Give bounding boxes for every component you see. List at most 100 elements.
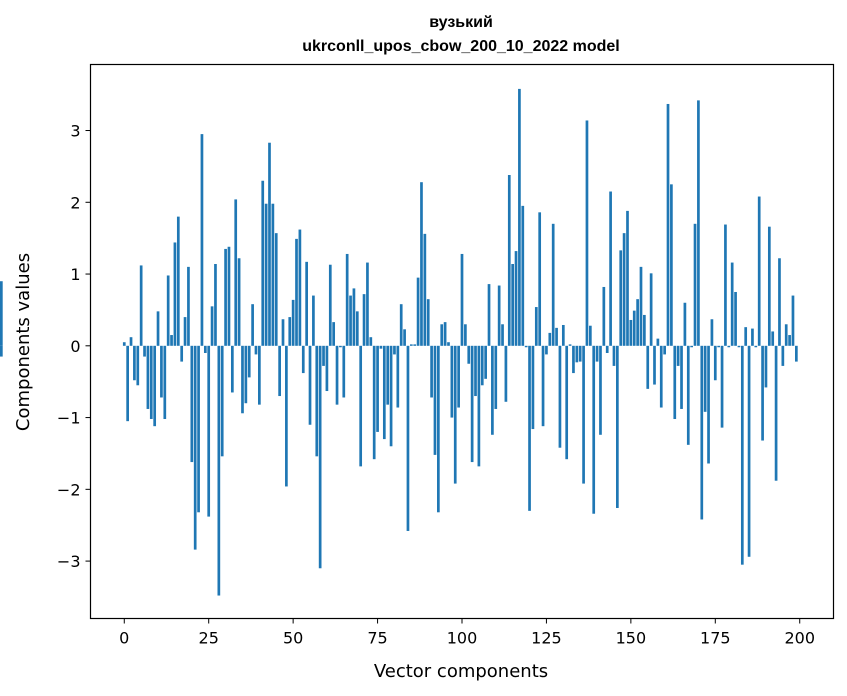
- bar: [352, 288, 356, 346]
- bar: [474, 345, 477, 397]
- bar: [426, 299, 430, 346]
- bar: [784, 324, 788, 346]
- bar: [632, 310, 636, 346]
- bar: [666, 103, 670, 346]
- bar: [312, 295, 315, 346]
- x-axis-ticks: 0 25 50 75 100 125 150 175 200: [119, 618, 815, 648]
- bar: [697, 100, 700, 346]
- bar: [548, 332, 552, 346]
- bar: [707, 345, 710, 464]
- bar: [345, 253, 349, 346]
- bar: [710, 319, 714, 346]
- bar: [595, 345, 599, 362]
- bar: [187, 266, 190, 346]
- bar: [646, 345, 650, 389]
- bar: [420, 182, 423, 346]
- bar: [622, 233, 626, 346]
- bar: [163, 345, 167, 420]
- bar: [609, 191, 612, 346]
- bar: [558, 345, 562, 448]
- bar: [700, 345, 704, 520]
- y-tick-label: 1: [70, 265, 80, 284]
- bar: [247, 345, 251, 378]
- bar: [315, 345, 319, 457]
- bar: [720, 345, 724, 428]
- bar: [379, 345, 383, 349]
- bar: [541, 345, 545, 427]
- bar: [518, 88, 521, 346]
- bar: [180, 345, 184, 362]
- bar: [403, 329, 406, 346]
- bar: [470, 345, 474, 463]
- bar: [504, 345, 508, 402]
- bar: [237, 258, 241, 346]
- bar: [328, 264, 332, 346]
- y-tick-label: 0: [70, 337, 80, 356]
- bar: [0, 281, 3, 346]
- bar: [524, 345, 528, 348]
- bar: [261, 180, 265, 346]
- bar: [450, 345, 454, 418]
- y-tick-label: −2: [57, 480, 81, 499]
- bar: [616, 345, 619, 508]
- bar: [230, 345, 234, 393]
- bar: [369, 337, 373, 346]
- bar: [588, 325, 592, 346]
- bar: [653, 345, 656, 385]
- y-tick-label: 2: [70, 193, 80, 212]
- bar: [511, 264, 515, 346]
- bar: [268, 142, 271, 346]
- bar: [447, 342, 450, 346]
- bar: [744, 327, 748, 346]
- bar: [460, 253, 464, 346]
- bar: [612, 345, 616, 366]
- bar: [203, 345, 207, 353]
- bar: [254, 345, 258, 355]
- bar: [153, 345, 157, 427]
- bar: [565, 345, 569, 460]
- bar: [764, 345, 768, 388]
- bar: [220, 345, 224, 457]
- bar: [433, 345, 437, 455]
- bar: [382, 345, 386, 440]
- bar: [133, 345, 136, 381]
- bar: [639, 266, 643, 346]
- bar: [193, 345, 197, 550]
- bar: [416, 277, 420, 346]
- bar: [241, 345, 244, 414]
- bar: [480, 345, 484, 386]
- bar: [724, 224, 727, 346]
- bar: [788, 335, 791, 346]
- y-tick-label: −1: [57, 409, 81, 428]
- bar: [727, 345, 731, 348]
- bar: [467, 345, 471, 364]
- bar: [210, 306, 214, 346]
- bar: [680, 345, 683, 409]
- bar: [636, 299, 639, 346]
- bar: [217, 345, 221, 596]
- bar: [575, 345, 579, 363]
- bar: [497, 285, 501, 346]
- x-tick-label: 150: [616, 629, 647, 648]
- bar: [190, 345, 194, 463]
- bar: [619, 250, 623, 346]
- bar: [626, 210, 629, 346]
- bar: [251, 304, 254, 346]
- bar: [339, 345, 342, 348]
- bar: [399, 304, 403, 346]
- bar: [305, 261, 308, 346]
- bar: [740, 345, 744, 565]
- bar: [349, 295, 352, 346]
- bar: [285, 345, 288, 487]
- bar: [551, 223, 555, 346]
- bar: [200, 134, 204, 346]
- y-axis-ticks: −3 −2 −1 0 1 2 3: [57, 122, 91, 571]
- bar: [342, 345, 346, 398]
- bar: [767, 226, 771, 346]
- bar: [0, 345, 3, 357]
- bar: [386, 345, 390, 405]
- bar: [754, 345, 758, 348]
- bar: [703, 345, 707, 412]
- bar: [592, 345, 596, 514]
- bar: [335, 345, 339, 405]
